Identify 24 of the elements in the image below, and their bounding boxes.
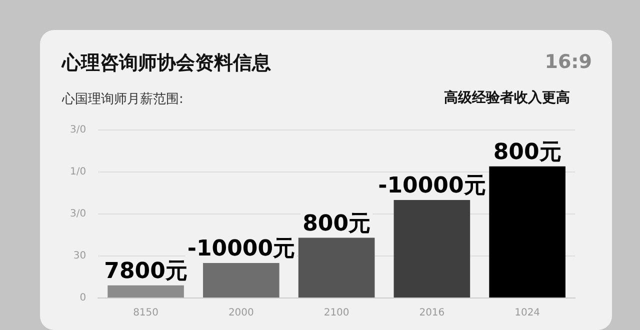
y-tick-label: 0 (80, 292, 86, 304)
annotation: -10000元 (378, 174, 486, 199)
annotation: 7800元 (104, 259, 188, 284)
x-tick-label: 2016 (419, 308, 445, 319)
bar (394, 200, 470, 298)
text: 高级经验者收入更高 (444, 89, 570, 107)
annotation: -10000元 (187, 236, 295, 262)
y-tick-label: 3/0 (70, 124, 86, 136)
x-tick-label: 1024 (514, 308, 540, 319)
bar (203, 263, 280, 298)
x-tick-label: 2000 (228, 308, 254, 319)
y-tick-label: 30 (73, 250, 86, 262)
x-tick-label: 8150 (133, 308, 159, 319)
bar (489, 166, 566, 298)
chart-subtitle: 心国理询师月薪范围: (62, 91, 184, 108)
y-tick-label: 1/0 (70, 166, 86, 178)
text: 16:9 (544, 51, 592, 73)
bar (108, 285, 184, 298)
annotation: 800元 (493, 140, 562, 166)
chart-title: 心理咨询师协会资料信息 (62, 51, 271, 76)
annotation: 800元 (302, 212, 371, 237)
y-tick-label: 3/0 (70, 208, 86, 220)
bar (298, 238, 375, 298)
x-tick-label: 2100 (324, 308, 350, 319)
